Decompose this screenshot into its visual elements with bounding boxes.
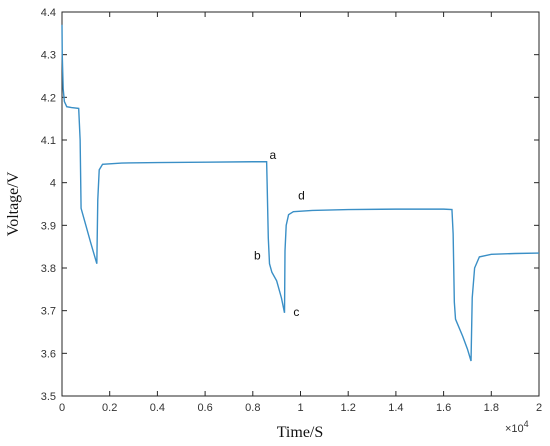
x-tick-label: 2 — [536, 402, 542, 414]
y-tick-label: 4.3 — [41, 50, 56, 62]
y-tick-label: 4.4 — [41, 7, 56, 19]
x-axis-multiplier: ×104 — [505, 419, 529, 435]
axis-ticks: 0 0.2 0.4 0.6 0.8 1 1.2 1.4 1.6 1.8 2 3.5 3.6 3.7 3.8 3… — [41, 7, 542, 414]
x-tick-label: 0.6 — [197, 402, 212, 414]
y-tick-label: 3.6 — [41, 348, 56, 360]
voltage-series-line — [61, 24, 540, 362]
x-tick-label: 1 — [297, 402, 303, 414]
annotation-c: c — [293, 305, 299, 319]
x-tick-label: 1.2 — [341, 402, 356, 414]
y-tick-label: 3.7 — [41, 306, 56, 318]
annotations: a b c d — [254, 148, 305, 319]
x-tick-label: 0.2 — [102, 402, 117, 414]
x-tick-label: 1.8 — [484, 402, 499, 414]
y-tick-label: 3.5 — [41, 391, 56, 403]
annotation-b: b — [254, 248, 261, 262]
x-tick-label: 1.6 — [436, 402, 451, 414]
x-tick-label: 0.4 — [150, 402, 165, 414]
plot-area — [61, 11, 540, 397]
y-tick-label: 4.1 — [41, 135, 56, 147]
x-axis-label: Time/S — [277, 424, 324, 441]
y-axis-label: Voltage/V — [5, 171, 22, 236]
x-tick-label: 0 — [59, 402, 65, 414]
x-tick-label: 1.4 — [388, 402, 403, 414]
y-tick-label: 3.9 — [41, 220, 56, 232]
y-tick-label: 3.8 — [41, 263, 56, 275]
annotation-d: d — [298, 189, 305, 203]
y-tick-label: 4.2 — [41, 92, 56, 104]
x-tick-label: 0.8 — [245, 402, 260, 414]
annotation-a: a — [269, 148, 276, 162]
y-tick-label: 4 — [50, 178, 56, 190]
